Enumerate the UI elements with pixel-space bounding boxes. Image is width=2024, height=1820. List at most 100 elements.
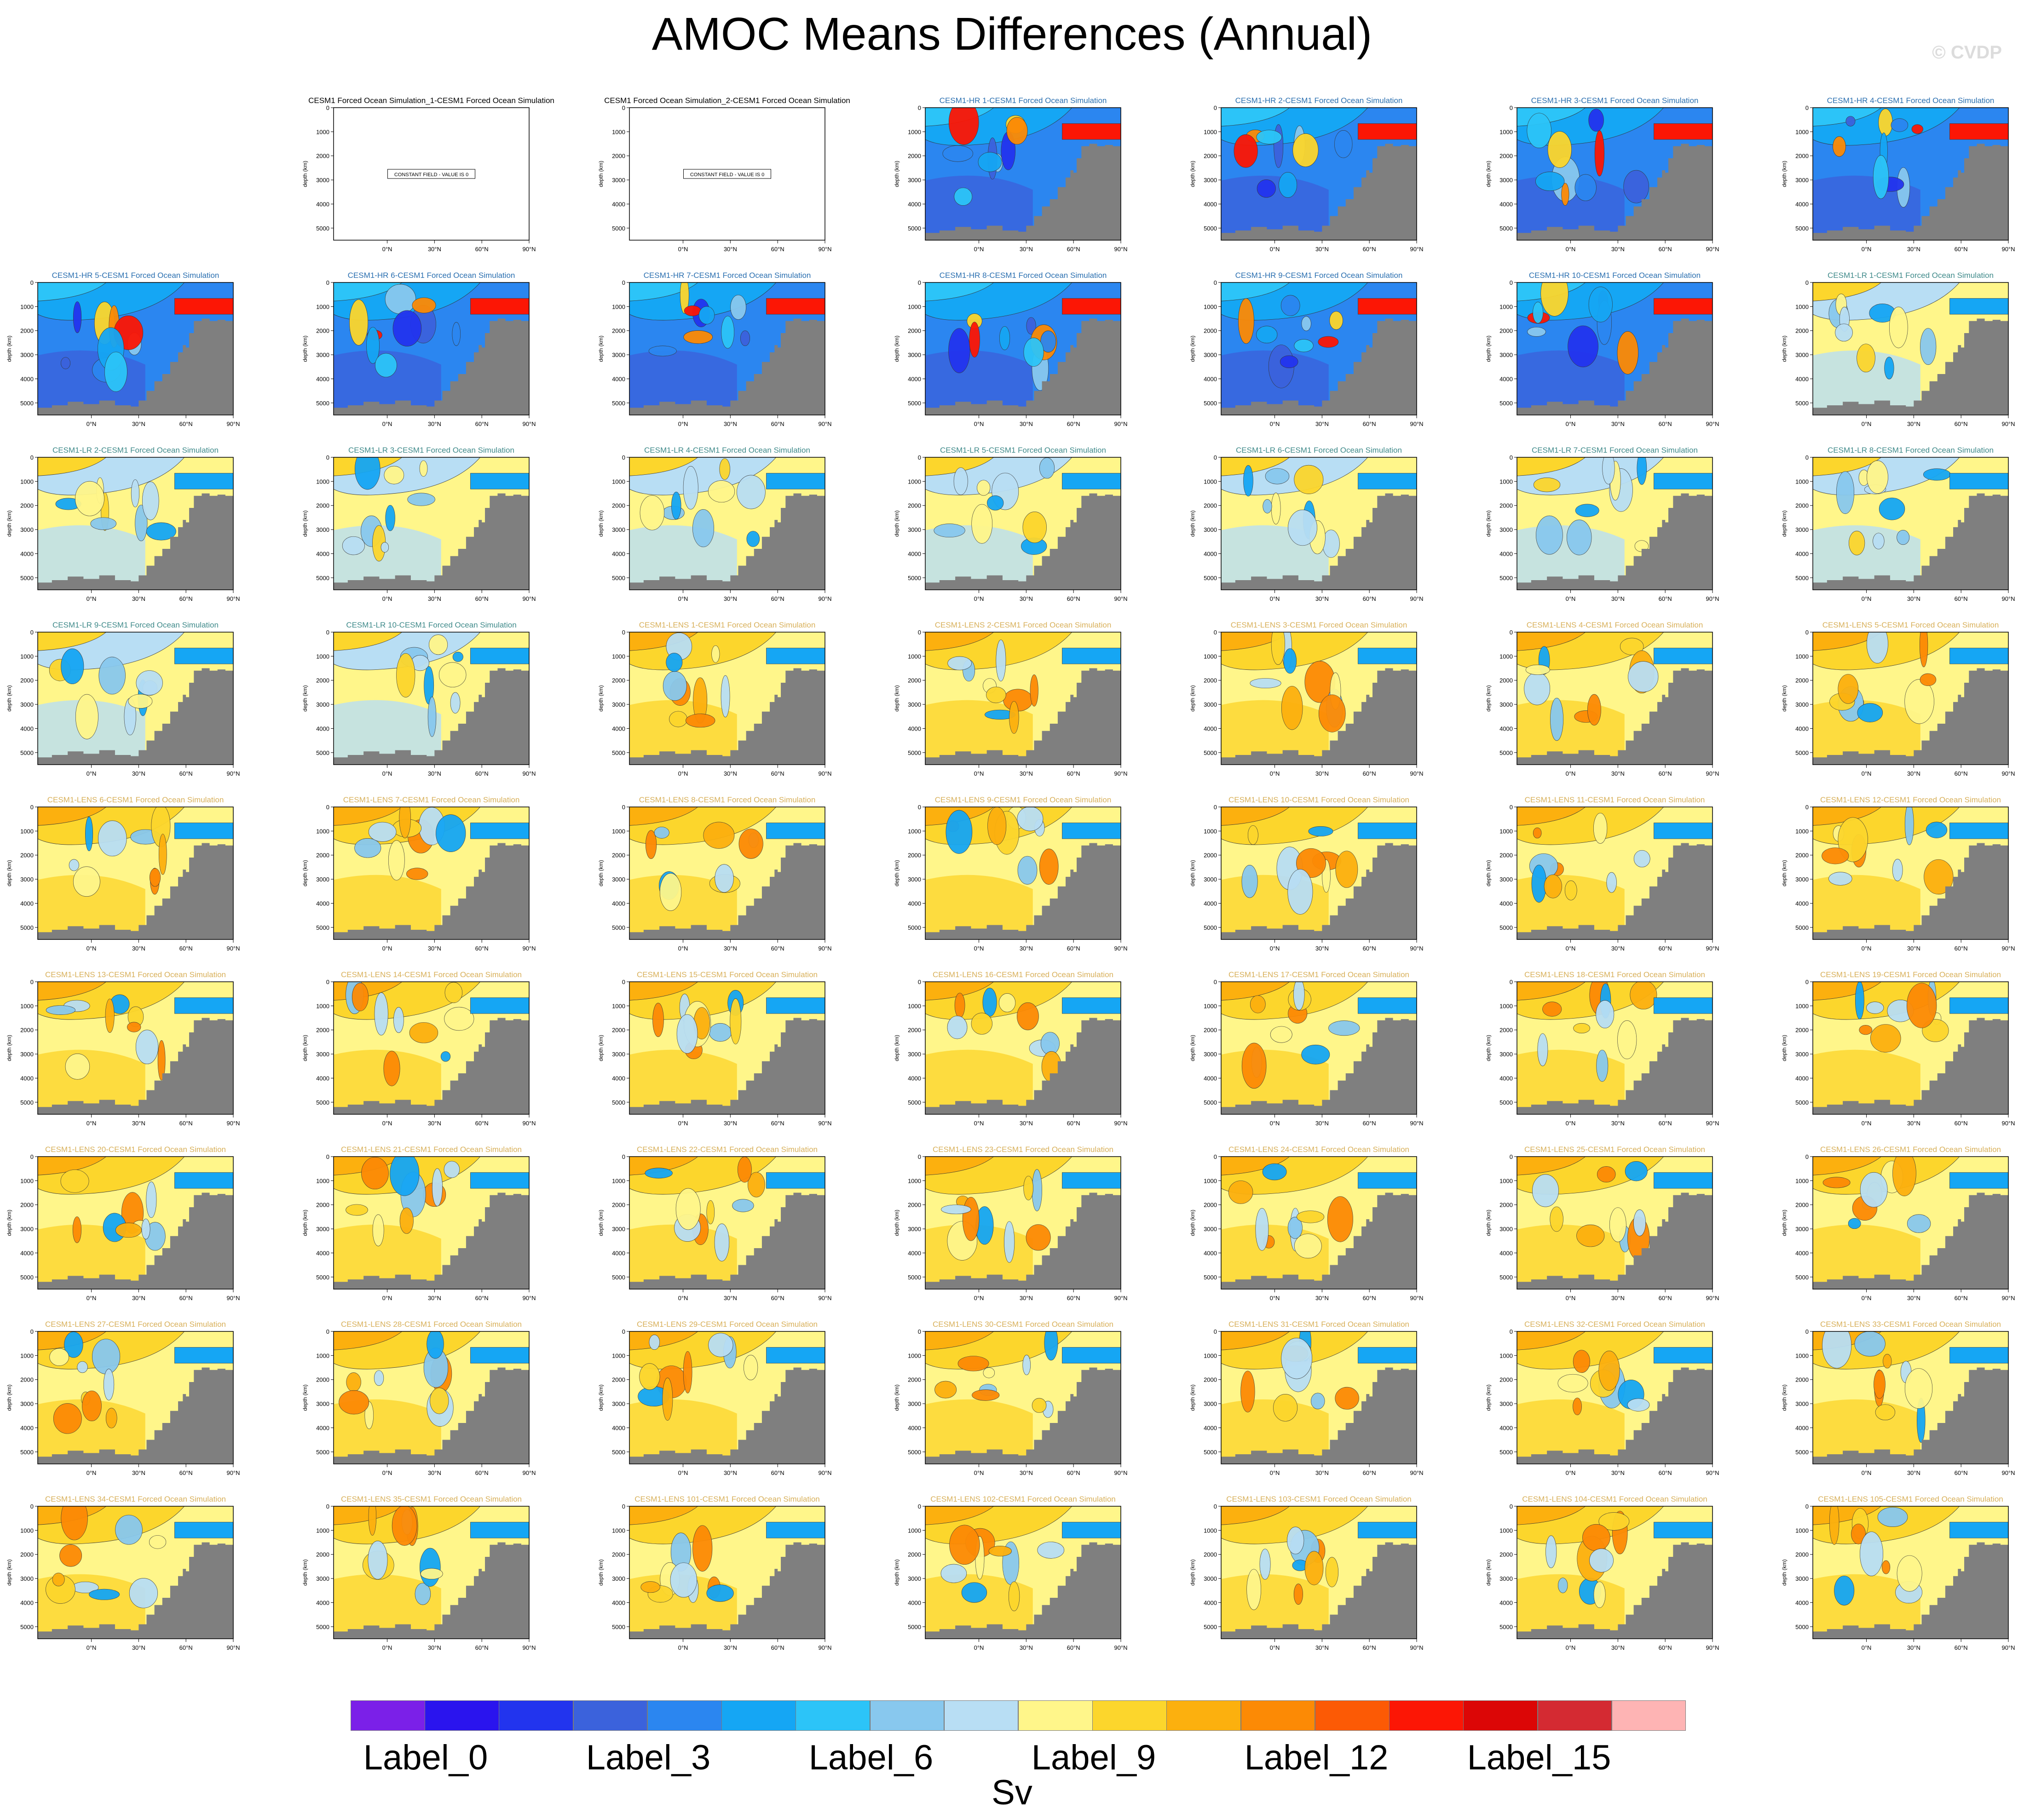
x-tick-label: 90°N <box>226 770 240 777</box>
y-axis-label: depth (km) <box>6 1559 12 1585</box>
panel-title: CESM1-LENS 27-CESM1 Forced Ocean Simulat… <box>45 1320 226 1329</box>
plot-frame <box>925 282 1121 415</box>
x-tick-label: 0°N <box>974 1644 984 1651</box>
panel-title: CESM1-LENS 4-CESM1 Forced Ocean Simulati… <box>1527 621 1703 629</box>
y-tick-label: 4000 <box>316 1599 329 1606</box>
x-tick-label: 60°N <box>475 945 489 952</box>
y-axis-label: depth (km) <box>1485 685 1492 711</box>
y-tick-label: 5000 <box>1499 1274 1513 1281</box>
y-tick-label: 4000 <box>316 375 329 382</box>
x-tick-label: 30°N <box>1907 420 1920 427</box>
y-tick-label: 5000 <box>908 1624 921 1630</box>
x-tick-label: 60°N <box>1067 1469 1080 1476</box>
x-tick-label: 0°N <box>1566 1469 1576 1476</box>
y-tick-label: 1000 <box>612 1352 625 1359</box>
y-axis-label: depth (km) <box>894 1559 900 1585</box>
x-tick-label: 0°N <box>1270 770 1280 777</box>
x-tick-label: 60°N <box>1955 1120 1968 1127</box>
x-tick-label: 0°N <box>678 595 688 602</box>
y-tick-label: 2000 <box>1499 1377 1513 1383</box>
y-tick-label: 4000 <box>1204 201 1217 207</box>
field <box>925 807 1121 939</box>
y-tick-label: 3000 <box>1499 1400 1513 1407</box>
x-tick-label: 60°N <box>475 770 489 777</box>
y-tick-label: 2000 <box>20 1377 34 1383</box>
y-tick-label: 4000 <box>316 1075 329 1082</box>
x-tick-label: 90°N <box>1410 420 1423 427</box>
bathymetry <box>334 493 529 590</box>
y-tick-label: 4000 <box>1795 1599 1809 1606</box>
plot-frame <box>37 282 234 415</box>
y-tick-label: 3000 <box>1795 351 1809 358</box>
y-tick-label: 2000 <box>316 328 329 334</box>
y-tick-label: 1000 <box>612 1527 625 1534</box>
plot-frame <box>1221 1156 1417 1290</box>
field <box>38 282 233 415</box>
y-tick-label: 0 <box>918 629 921 636</box>
plot-frame <box>37 1156 234 1290</box>
y-tick-label: 4000 <box>1204 550 1217 557</box>
x-tick-label: 60°N <box>1659 770 1672 777</box>
x-tick-label: 60°N <box>1659 1120 1672 1127</box>
panel-title: CESM1-HR 5-CESM1 Forced Ocean Simulation <box>52 271 219 280</box>
x-tick-label: 90°N <box>2001 770 2015 777</box>
y-tick-label: 4000 <box>1795 550 1809 557</box>
bathymetry <box>334 843 529 939</box>
x-tick-label: 30°N <box>1611 945 1625 952</box>
x-tick-label: 0°N <box>382 770 392 777</box>
bathymetry <box>1517 1542 1713 1639</box>
bathymetry <box>1813 1018 2008 1114</box>
x-tick-label: 0°N <box>1566 1120 1576 1127</box>
field <box>1517 108 1713 240</box>
colorbar-swatch <box>1537 1700 1612 1731</box>
field <box>629 1506 825 1639</box>
x-tick-label: 60°N <box>771 1644 784 1651</box>
panel-title: CESM1-LENS 104-CESM1 Forced Ocean Simula… <box>1522 1495 1707 1503</box>
field <box>925 1331 1121 1464</box>
y-tick-label: 4000 <box>1795 900 1809 907</box>
plot-frame <box>1517 981 1713 1115</box>
y-tick-label: 3000 <box>908 876 921 883</box>
panel-title: CESM1-LENS 8-CESM1 Forced Ocean Simulati… <box>639 795 816 804</box>
y-tick-label: 3000 <box>316 1226 329 1233</box>
x-tick-label: 60°N <box>475 1644 489 1651</box>
x-tick-label: 0°N <box>678 420 688 427</box>
panel-11: CESM1-HR 8-CESM1 Forced Ocean Simulation… <box>894 271 1128 427</box>
x-tick-label: 60°N <box>771 945 784 952</box>
x-tick-label: 0°N <box>1566 1644 1576 1651</box>
x-tick-label: 30°N <box>1315 246 1329 253</box>
plot-frame <box>1221 632 1417 765</box>
y-tick-label: 0 <box>1510 279 1513 286</box>
x-tick-label: 60°N <box>1363 1469 1376 1476</box>
field <box>334 632 529 765</box>
panel-10: CESM1-HR 7-CESM1 Forced Ocean Simulation… <box>598 271 832 427</box>
y-axis-label: depth (km) <box>1781 510 1788 536</box>
x-tick-label: 30°N <box>724 1644 737 1651</box>
y-tick-label: 5000 <box>612 749 625 756</box>
plot-frame <box>1517 457 1713 590</box>
panel-title: CESM1-LENS 103-CESM1 Forced Ocean Simula… <box>1226 1495 1412 1503</box>
y-tick-label: 3000 <box>908 526 921 533</box>
y-tick-label: 4000 <box>908 1424 921 1431</box>
x-tick-label: 30°N <box>724 246 737 253</box>
y-tick-label: 5000 <box>1795 575 1809 582</box>
x-tick-label: 60°N <box>1067 1295 1080 1302</box>
y-tick-label: 1000 <box>1499 828 1513 835</box>
y-tick-label: 5000 <box>20 1449 34 1456</box>
x-tick-label: 60°N <box>1363 1644 1376 1651</box>
y-tick-label: 2000 <box>908 1377 921 1383</box>
y-tick-label: 0 <box>918 1503 921 1510</box>
y-axis-label: depth (km) <box>302 1035 308 1061</box>
y-axis-label: depth (km) <box>1485 1559 1492 1585</box>
y-tick-label: 0 <box>30 1153 34 1160</box>
panel-title: CESM1-HR 1-CESM1 Forced Ocean Simulation <box>940 96 1107 105</box>
field <box>925 457 1121 590</box>
y-tick-label: 5000 <box>20 400 34 407</box>
panel-27: CESM1-LENS 4-CESM1 Forced Ocean Simulati… <box>1485 621 1719 777</box>
bathymetry <box>925 493 1121 590</box>
plot-frame <box>629 632 825 765</box>
x-tick-label: 90°N <box>522 595 536 602</box>
x-tick-label: 0°N <box>1270 1295 1280 1302</box>
y-axis-label: depth (km) <box>1781 685 1788 711</box>
colorbar-swatch <box>1389 1700 1464 1731</box>
